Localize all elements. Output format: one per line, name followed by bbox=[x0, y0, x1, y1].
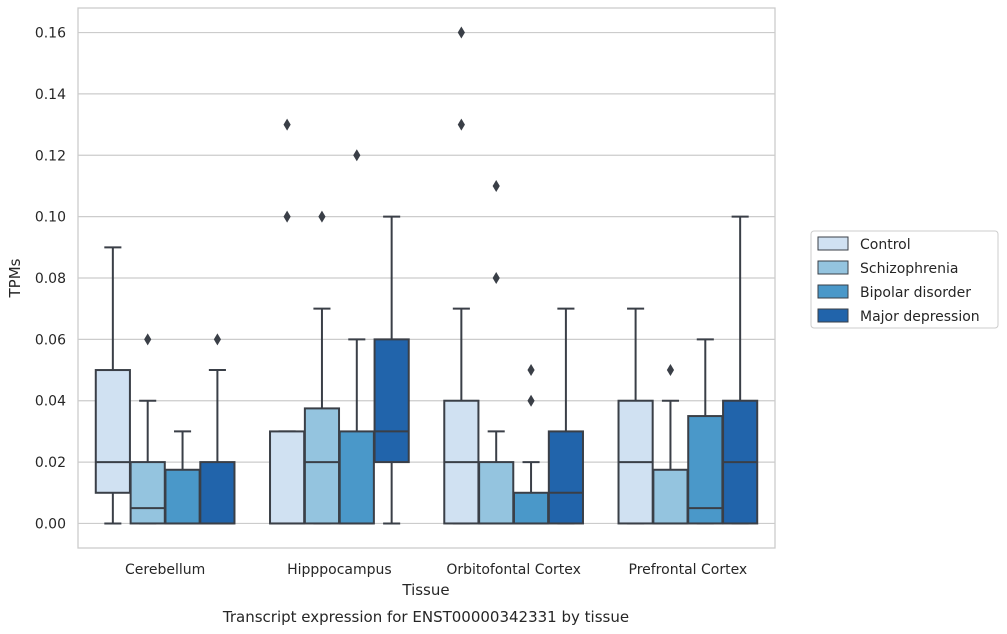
box-body bbox=[547, 430, 584, 525]
x-tick-label: Orbitofontal Cortex bbox=[446, 562, 581, 578]
y-tick-label: 0.12 bbox=[35, 148, 66, 164]
chart-caption: Transcript expression for ENST0000034233… bbox=[222, 608, 629, 626]
legend: Control Schizophrenia Bipolar disorder Majo… bbox=[810, 230, 999, 329]
legend-label: Control bbox=[860, 237, 911, 253]
x-tick-label: Prefrontal Cortex bbox=[629, 562, 748, 578]
box-body bbox=[164, 468, 201, 525]
y-tick-label: 0.00 bbox=[35, 516, 66, 532]
y-tick-label: 0.14 bbox=[35, 87, 66, 103]
outlier-point bbox=[492, 179, 500, 192]
box-major-depression bbox=[547, 307, 584, 525]
box-major-depression bbox=[373, 215, 410, 525]
outlier-point bbox=[318, 210, 326, 223]
outlier-point bbox=[527, 394, 535, 407]
outlier-point bbox=[213, 333, 221, 346]
box-bipolar-disorder bbox=[512, 364, 550, 525]
box-body bbox=[199, 461, 236, 525]
legend-swatch bbox=[817, 260, 849, 275]
y-tick-label: 0.04 bbox=[35, 394, 66, 410]
box-body bbox=[303, 407, 341, 525]
x-tick-label: Hipppocampus bbox=[287, 562, 392, 578]
y-tick-label: 0.10 bbox=[35, 210, 66, 226]
box-bipolar-disorder bbox=[164, 430, 201, 525]
outlier-point bbox=[457, 118, 465, 131]
box-body bbox=[373, 338, 410, 464]
box-schizophrenia bbox=[129, 333, 166, 525]
legend-label: Bipolar disorder bbox=[860, 285, 971, 301]
outlier-point bbox=[283, 118, 291, 131]
box-body bbox=[478, 461, 515, 525]
box-control bbox=[617, 307, 654, 525]
box-control bbox=[94, 246, 131, 525]
box-bipolar-disorder bbox=[338, 149, 375, 525]
box-body bbox=[652, 468, 689, 525]
outlier-point bbox=[353, 149, 361, 162]
box-schizophrenia bbox=[652, 364, 689, 525]
box-schizophrenia bbox=[478, 179, 515, 525]
legend-frame bbox=[810, 230, 999, 329]
plot-frame bbox=[77, 7, 776, 549]
box-body bbox=[338, 430, 375, 525]
box-body bbox=[512, 491, 550, 525]
box-control bbox=[443, 26, 480, 525]
outlier-point bbox=[457, 26, 465, 39]
box-body bbox=[94, 369, 131, 494]
box-major-depression bbox=[722, 215, 759, 525]
legend-label: Schizophrenia bbox=[860, 261, 958, 277]
y-tick-label: 0.02 bbox=[35, 455, 66, 471]
box-bipolar-disorder bbox=[687, 338, 724, 525]
box-body bbox=[269, 430, 306, 525]
y-tick-label: 0.08 bbox=[35, 271, 66, 287]
box-control bbox=[269, 118, 306, 525]
box-body bbox=[129, 461, 166, 525]
outlier-point bbox=[666, 364, 675, 377]
legend-swatch bbox=[817, 284, 849, 299]
outlier-point bbox=[283, 210, 291, 223]
y-axis-title: TPMs bbox=[6, 258, 24, 298]
y-tick-label: 0.06 bbox=[35, 332, 66, 348]
legend-swatch bbox=[817, 236, 849, 251]
box-layer bbox=[94, 26, 759, 525]
x-tick-labels: Cerebellum Hipppocampus Orbitofontal Corte… bbox=[125, 562, 747, 578]
outlier-point bbox=[527, 364, 535, 377]
grid-lines bbox=[78, 31, 775, 525]
y-tick-label: 0.16 bbox=[35, 26, 66, 42]
y-tick-labels: 0.00 0.02 0.04 0.06 0.08 0.10 0.12 0.14 0.16 bbox=[35, 26, 66, 533]
legend-label: Major depression bbox=[860, 309, 980, 325]
legend-swatch bbox=[817, 308, 849, 323]
outlier-point bbox=[144, 333, 152, 346]
x-tick-label: Cerebellum bbox=[125, 562, 205, 578]
box-major-depression bbox=[199, 333, 236, 525]
x-axis-title: Tissue bbox=[401, 581, 449, 599]
box-schizophrenia bbox=[303, 210, 341, 525]
outlier-point bbox=[492, 272, 500, 284]
